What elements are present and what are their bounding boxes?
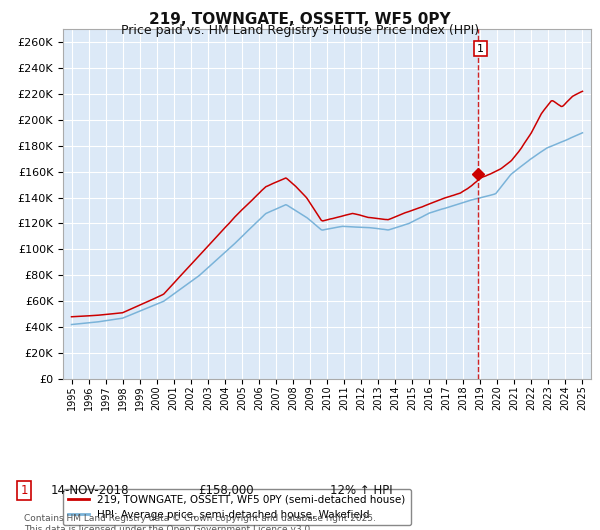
Text: 14-NOV-2018: 14-NOV-2018: [51, 484, 130, 497]
Text: 219, TOWNGATE, OSSETT, WF5 0PY: 219, TOWNGATE, OSSETT, WF5 0PY: [149, 12, 451, 27]
Text: £158,000: £158,000: [198, 484, 254, 497]
Text: Price paid vs. HM Land Registry's House Price Index (HPI): Price paid vs. HM Land Registry's House …: [121, 24, 479, 37]
Text: 1: 1: [477, 43, 484, 54]
Bar: [478, 29, 591, 379]
Text: 1: 1: [20, 484, 28, 497]
Text: Contains HM Land Registry data © Crown copyright and database right 2025.
This d: Contains HM Land Registry data © Crown c…: [24, 514, 376, 530]
Text: 12% ↑ HPI: 12% ↑ HPI: [330, 484, 392, 497]
Legend: 219, TOWNGATE, OSSETT, WF5 0PY (semi-detached house), HPI: Average price, semi-d: 219, TOWNGATE, OSSETT, WF5 0PY (semi-det…: [63, 489, 411, 525]
